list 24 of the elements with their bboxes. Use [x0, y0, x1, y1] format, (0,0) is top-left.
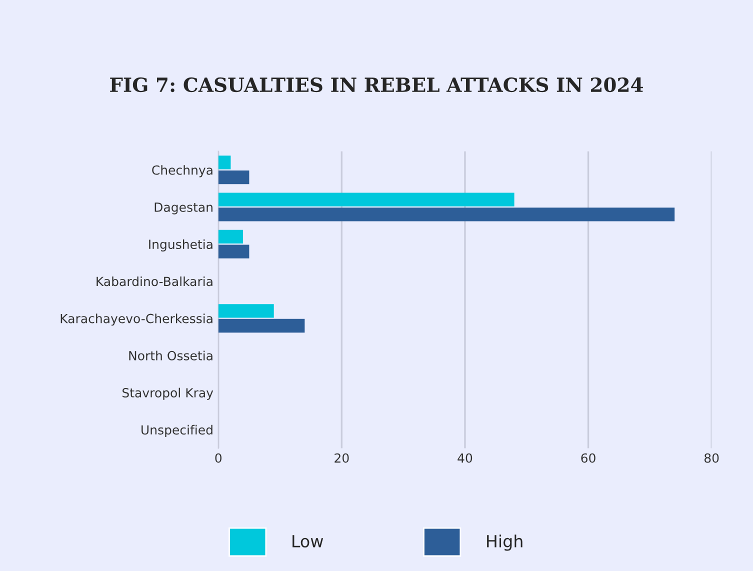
chart-title: FIG 7: CASUALTIES IN REBEL ATTACKS IN 2024 — [110, 77, 643, 92]
bar — [218, 230, 244, 244]
x-tick-label: 40 — [458, 453, 472, 463]
bar — [218, 304, 274, 318]
y-tick-label: North Ossetia — [129, 350, 212, 360]
bar — [218, 244, 250, 258]
y-tick-label: Unspecified — [142, 424, 212, 438]
y-tick-label: Chechnya — [152, 165, 212, 178]
x-tick-label: 80 — [704, 453, 719, 463]
y-tick-label: Ingushetia — [149, 239, 212, 252]
x-tick-label: 60 — [581, 453, 596, 463]
x-tick-label: 0 — [215, 453, 222, 463]
bar — [218, 156, 231, 170]
y-tick-label: Karachayevo-Cherkessia — [60, 314, 212, 326]
y-tick-label: Dagestan — [154, 202, 212, 214]
legend-label: High — [487, 534, 522, 551]
bar — [218, 170, 250, 184]
bar — [218, 208, 675, 222]
bar — [218, 192, 514, 206]
legend-label: Low — [292, 535, 324, 548]
bar — [218, 318, 305, 333]
x-tick-label: 20 — [334, 453, 349, 463]
y-tick-label: Stavropol Kray — [122, 388, 214, 400]
y-tick-label: Kabardino-Balkaria — [96, 276, 212, 286]
